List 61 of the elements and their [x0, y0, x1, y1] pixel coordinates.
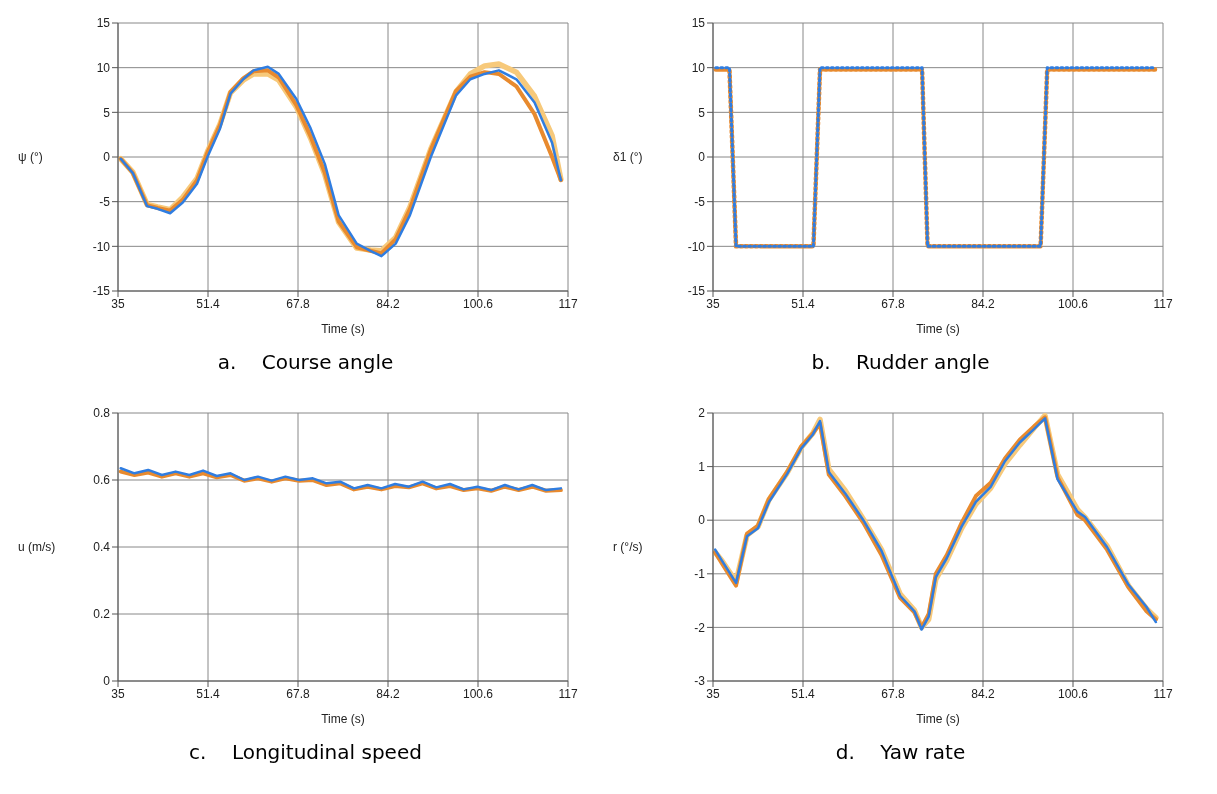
- x-tick-label: 117: [1153, 296, 1173, 311]
- y-axis-title: u (m/s): [18, 540, 56, 555]
- y-tick-label: 15: [96, 16, 111, 31]
- x-tick-label: 67.8: [881, 296, 905, 311]
- y-tick-label: 5: [698, 105, 706, 120]
- x-tick-label: 84.2: [971, 296, 995, 311]
- x-axis-title: Time (s): [916, 322, 960, 336]
- y-tick-label: 0: [103, 674, 111, 689]
- y-tick-label: 10: [691, 60, 706, 75]
- x-tick-label: 117: [558, 296, 578, 311]
- y-tick-label: -5: [694, 194, 706, 209]
- x-axis-title: Time (s): [321, 322, 365, 336]
- y-tick-label: 0: [698, 150, 706, 165]
- x-tick-label: 51.4: [196, 686, 220, 701]
- x-tick-label: 67.8: [286, 686, 310, 701]
- y-tick-label: 0.4: [93, 540, 111, 555]
- text: b. Rudder angle: [810, 350, 991, 374]
- x-tick-label: 51.4: [791, 686, 815, 701]
- y-axis-title: ψ (°): [18, 150, 43, 165]
- text: d. Yaw rate: [834, 740, 967, 764]
- x-tick-label: 117: [1153, 686, 1173, 701]
- x-tick-label: 51.4: [196, 296, 220, 311]
- text: c. Longitudinal speed: [188, 740, 423, 764]
- y-tick-label: 0: [103, 150, 111, 165]
- y-tick-label: 0.6: [93, 473, 111, 488]
- y-tick-label: -10: [687, 239, 706, 254]
- y-tick-label: -10: [92, 239, 111, 254]
- y-tick-label: -5: [99, 194, 111, 209]
- y-tick-label: -3: [694, 674, 706, 689]
- y-tick-label: -2: [694, 620, 706, 635]
- text: a. Course angle: [216, 350, 395, 374]
- y-axis-title: r (°/s): [613, 540, 643, 555]
- x-tick-label: 84.2: [376, 686, 400, 701]
- x-tick-label: 100.6: [1057, 296, 1089, 311]
- x-tick-label: 84.2: [376, 296, 400, 311]
- y-tick-label: -15: [687, 284, 706, 299]
- y-tick-label: 0: [698, 513, 706, 528]
- x-tick-label: 84.2: [971, 686, 995, 701]
- y-tick-label: 0.8: [93, 406, 111, 421]
- y-tick-label: 15: [691, 16, 706, 31]
- y-tick-label: 1: [698, 459, 706, 474]
- x-tick-label: 100.6: [462, 296, 494, 311]
- x-tick-label: 35: [111, 296, 125, 311]
- x-tick-label: 100.6: [462, 686, 494, 701]
- x-axis-title: Time (s): [916, 712, 960, 726]
- x-axis-title: Time (s): [321, 712, 365, 726]
- y-tick-label: 5: [103, 105, 111, 120]
- y-tick-label: 0.2: [93, 607, 111, 622]
- x-tick-label: 51.4: [791, 296, 815, 311]
- x-tick-label: 67.8: [881, 686, 905, 701]
- y-tick-label: -1: [694, 567, 706, 582]
- x-tick-label: 67.8: [286, 296, 310, 311]
- y-tick-label: 2: [698, 406, 706, 421]
- x-tick-label: 100.6: [1057, 686, 1089, 701]
- y-axis-title: δ1 (°): [613, 150, 643, 165]
- x-tick-label: 35: [706, 296, 720, 311]
- y-tick-label: -15: [92, 284, 111, 299]
- y-tick-label: 10: [96, 60, 111, 75]
- x-tick-label: 117: [558, 686, 578, 701]
- x-tick-label: 35: [111, 686, 125, 701]
- x-tick-label: 35: [706, 686, 720, 701]
